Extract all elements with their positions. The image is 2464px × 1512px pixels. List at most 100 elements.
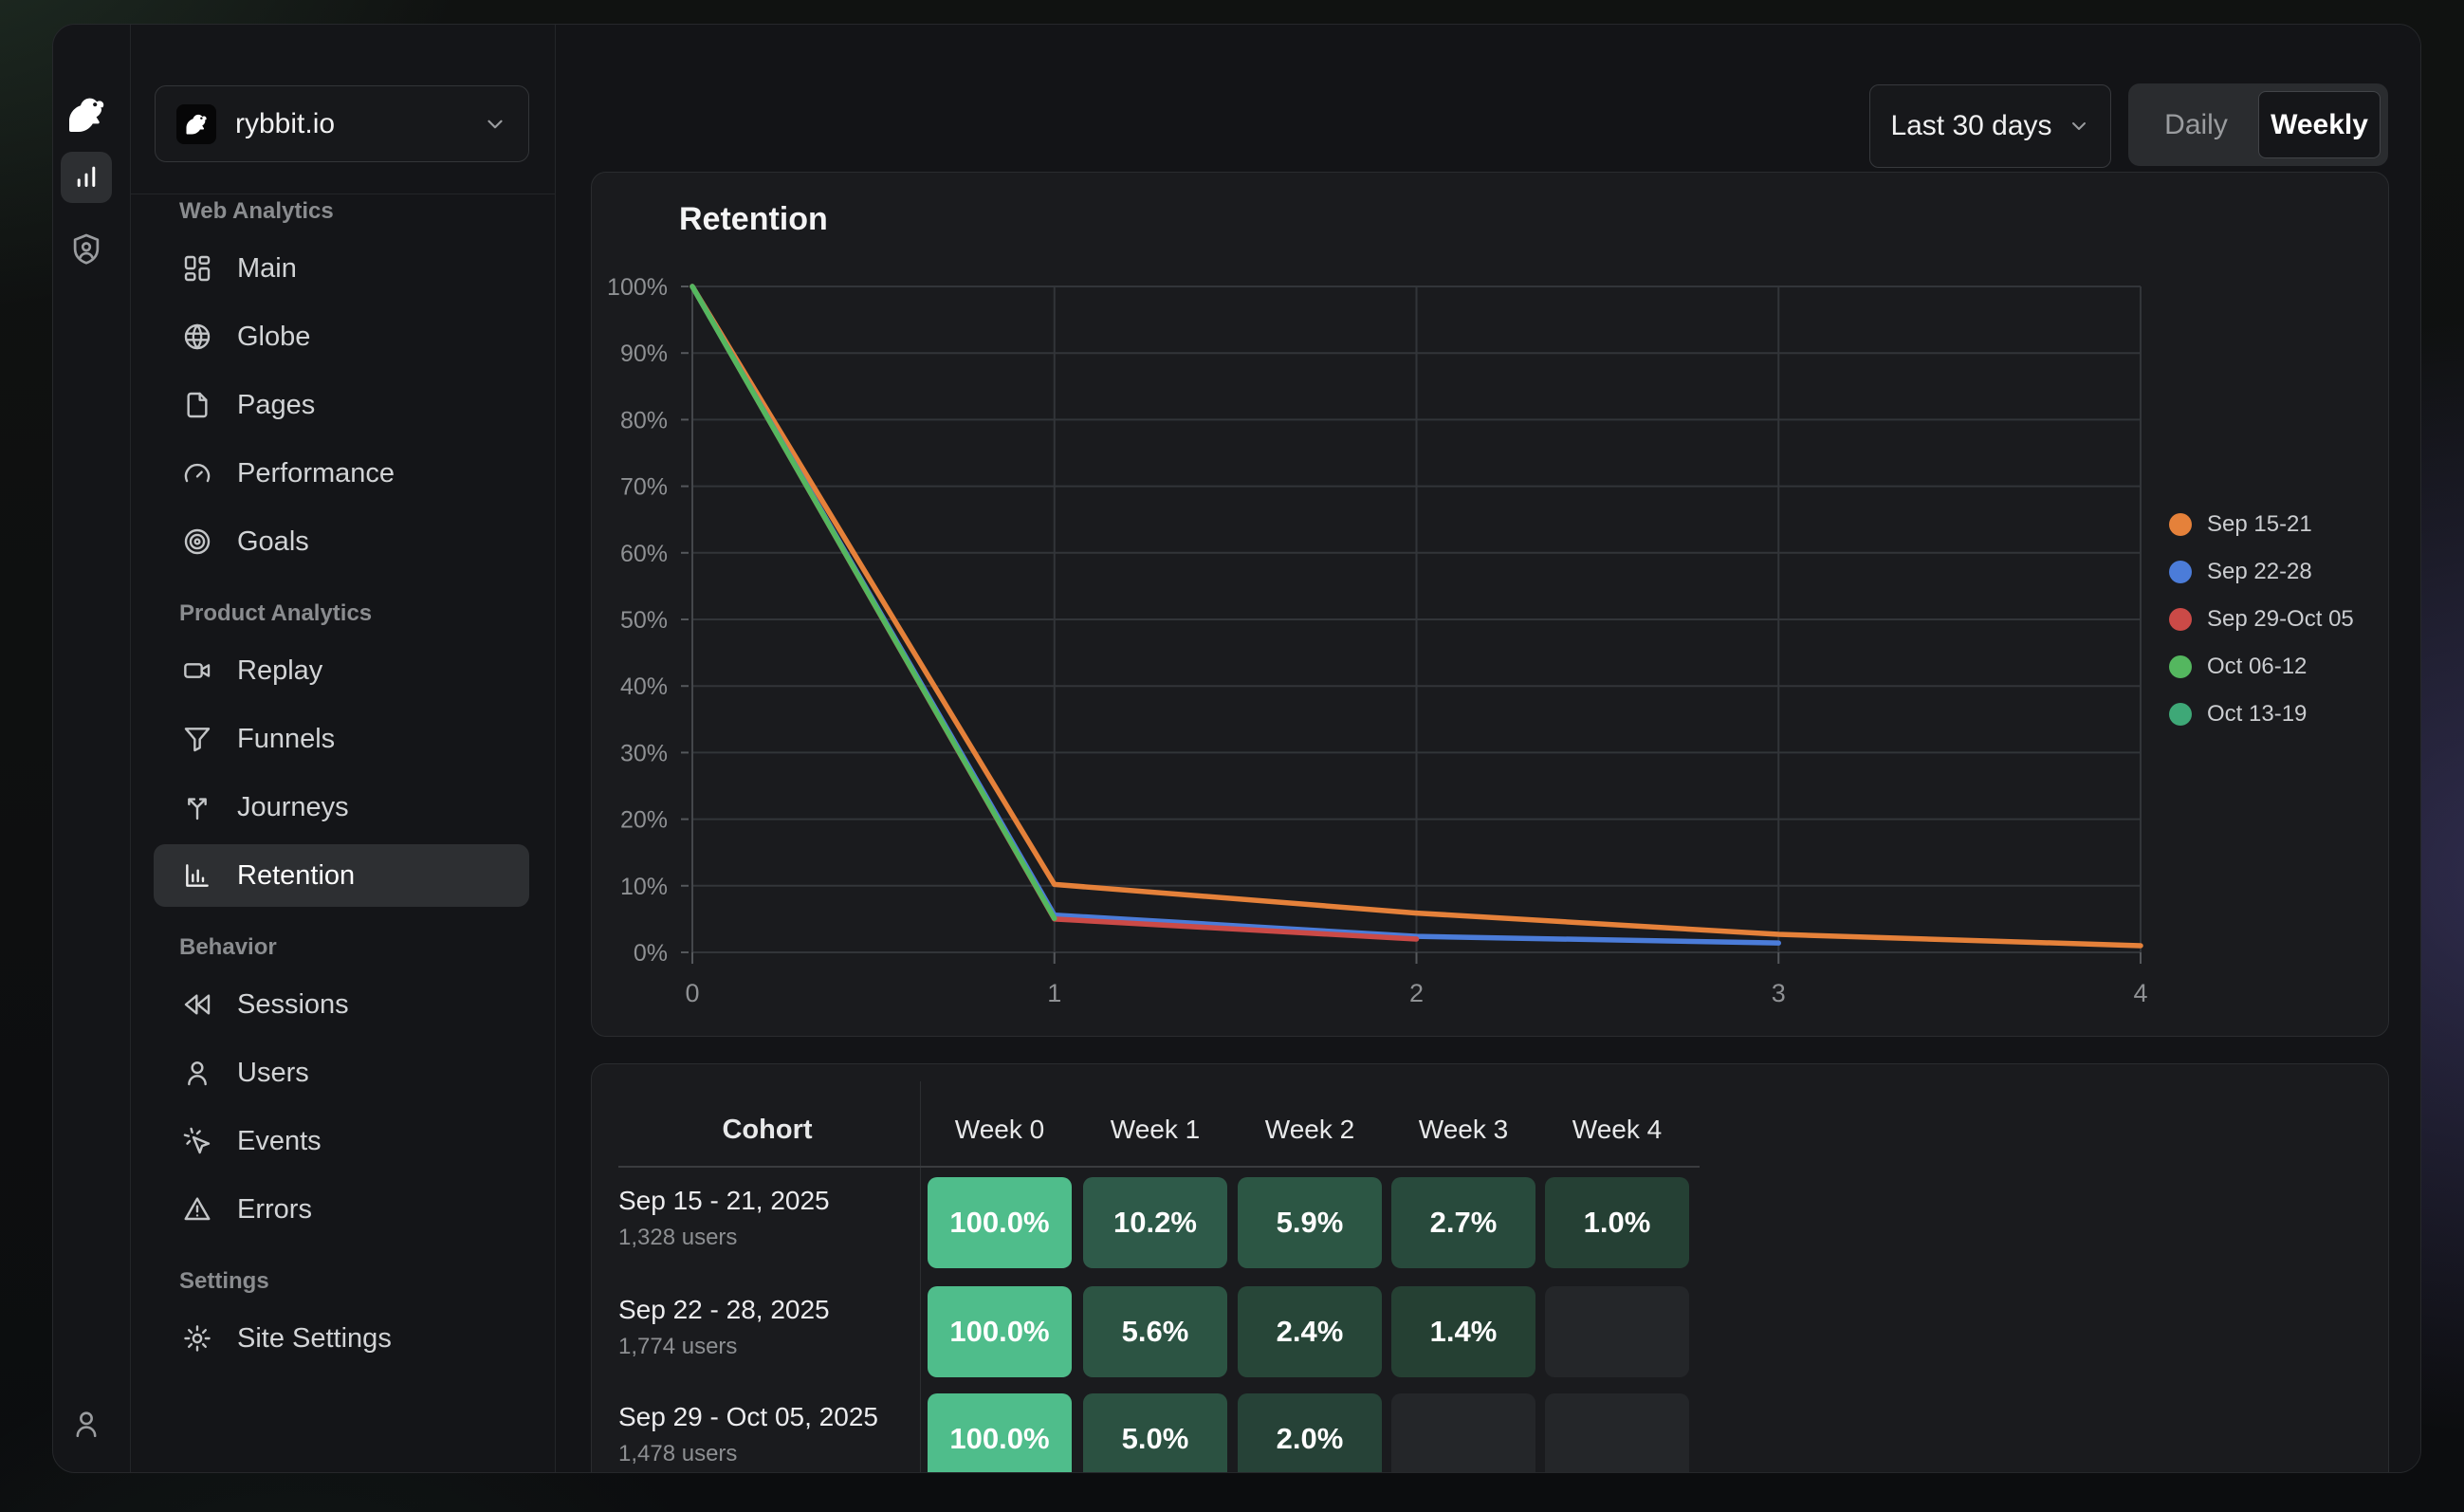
svg-text:100%: 100% <box>607 274 668 301</box>
svg-text:50%: 50% <box>620 607 668 634</box>
svg-text:4: 4 <box>2133 979 2147 1007</box>
sidebar-item-main[interactable]: Main <box>154 237 529 300</box>
legend-color-dot <box>2169 608 2192 631</box>
nav-section-label: Web Analytics <box>179 198 334 224</box>
sidebar-item-site-settings[interactable]: Site Settings <box>154 1307 529 1370</box>
chevron-down-icon <box>483 112 507 137</box>
nav-section-label: Behavior <box>179 934 277 960</box>
retention-value: 1.4% <box>1429 1315 1498 1348</box>
user-icon <box>76 1411 97 1438</box>
sidebar-item-replay[interactable]: Replay <box>154 639 529 702</box>
svg-text:70%: 70% <box>620 474 668 501</box>
globe-icon <box>182 322 212 352</box>
retention-cell <box>1545 1393 1689 1472</box>
retention-value: 5.0% <box>1121 1422 1189 1455</box>
app-logo[interactable] <box>64 92 109 138</box>
sidebar-item-pages[interactable]: Pages <box>154 374 529 436</box>
nav-section-label: Product Analytics <box>179 600 373 626</box>
date-range-label: Last 30 days <box>1890 110 2052 141</box>
retention-cell: 10.2% <box>1083 1177 1227 1268</box>
retention-value: 100.0% <box>949 1422 1050 1455</box>
dashboard-icon <box>182 253 212 284</box>
sidebar-item-errors[interactable]: Errors <box>154 1178 529 1241</box>
sidebar-item-label: Replay <box>237 655 323 686</box>
legend-item: Oct 06-12 <box>2166 643 2354 691</box>
sidebar-item-retention[interactable]: Retention <box>154 844 529 907</box>
sidebar-item-journeys[interactable]: Journeys <box>154 776 529 839</box>
retention-cell: 100.0% <box>928 1286 1072 1377</box>
svg-text:90%: 90% <box>620 341 668 367</box>
gear-icon <box>182 1323 212 1354</box>
sidebar-item-events[interactable]: Events <box>154 1110 529 1172</box>
sidebar-item-funnels[interactable]: Funnels <box>154 708 529 770</box>
table-header-week: Week 1 <box>1110 1115 1201 1144</box>
svg-text:0%: 0% <box>634 940 668 967</box>
sidebar-item-label: Globe <box>237 321 311 352</box>
legend-color-dot <box>2169 513 2192 536</box>
sidebar-item-label: Pages <box>237 389 316 420</box>
retention-cell: 100.0% <box>928 1393 1072 1472</box>
cohort-row-label: Sep 15 - 21, 2025 1,328 users <box>618 1186 912 1251</box>
rail-admin-button[interactable] <box>61 224 112 275</box>
sidebar-item-users[interactable]: Users <box>154 1042 529 1104</box>
retention-value: 100.0% <box>949 1315 1050 1348</box>
retention-value: 2.7% <box>1429 1206 1498 1239</box>
workspace-selector[interactable]: rybbit.io <box>155 85 529 162</box>
retention-value: 5.9% <box>1276 1206 1344 1239</box>
user-icon <box>182 1058 212 1088</box>
svg-text:40%: 40% <box>620 673 668 700</box>
cohort-row-label: Sep 29 - Oct 05, 2025 1,478 users <box>618 1402 912 1467</box>
cohort-users: 1,774 users <box>618 1334 738 1359</box>
sidebar-item-label: Sessions <box>237 988 349 1020</box>
retention-cell: 2.7% <box>1391 1177 1535 1268</box>
sidebar-item-globe[interactable]: Globe <box>154 305 529 368</box>
rewind-icon <box>182 989 212 1020</box>
retention-cell: 5.0% <box>1083 1393 1227 1472</box>
table-divider <box>920 1081 921 1472</box>
workspace-name: rybbit.io <box>235 107 336 139</box>
sidebar: rybbit.io Web Analytics Main Globe Pages Per… <box>131 25 556 1472</box>
rail-profile-button[interactable] <box>64 1402 108 1446</box>
retention-cell: 1.4% <box>1391 1286 1535 1377</box>
funnel-icon <box>182 724 212 754</box>
retention-cell: 100.0% <box>928 1177 1072 1268</box>
cohort-table-card: Cohort Week 0 Week 1 Week 2 Week 3 Week 4 Sep … <box>591 1063 2389 1472</box>
svg-text:2: 2 <box>1409 979 1424 1007</box>
gauge-icon <box>182 458 212 489</box>
file-icon <box>182 390 212 420</box>
sidebar-item-label: Funnels <box>237 723 336 754</box>
cohort-range: Sep 15 - 21, 2025 <box>618 1186 830 1215</box>
bar-chart-icon <box>77 166 96 187</box>
cohort-row-label: Sep 22 - 28, 2025 1,774 users <box>618 1295 912 1360</box>
cohort-users: 1,478 users <box>618 1441 738 1466</box>
sidebar-item-label: Goals <box>237 526 309 557</box>
chart-title: Retention <box>679 201 828 237</box>
sidebar-item-label: Events <box>237 1125 322 1156</box>
svg-text:60%: 60% <box>620 541 668 567</box>
rail-analytics-button[interactable] <box>61 152 112 203</box>
date-range-button[interactable]: Last 30 days <box>1869 84 2111 168</box>
sidebar-item-sessions[interactable]: Sessions <box>154 973 529 1036</box>
svg-text:30%: 30% <box>620 740 668 766</box>
legend-color-dot <box>2169 655 2192 678</box>
granularity-weekly-button[interactable]: Weekly <box>2258 91 2381 158</box>
retention-cell <box>1545 1286 1689 1377</box>
svg-text:20%: 20% <box>620 807 668 834</box>
sidebar-item-goals[interactable]: Goals <box>154 510 529 573</box>
retention-value: 2.4% <box>1276 1315 1344 1348</box>
icon-rail <box>53 25 131 1472</box>
retention-cell: 1.0% <box>1545 1177 1689 1268</box>
legend-label: Oct 13-19 <box>2207 701 2308 727</box>
sidebar-item-performance[interactable]: Performance <box>154 442 529 505</box>
svg-text:80%: 80% <box>620 407 668 433</box>
sidebar-item-label: Retention <box>237 859 356 891</box>
main-content: Last 30 days Daily Weekly Retention 0% 10… <box>556 25 2420 1472</box>
granularity-toggle: Daily Weekly <box>2128 83 2388 166</box>
svg-text:0: 0 <box>685 979 699 1007</box>
retention-value: 5.6% <box>1121 1315 1189 1348</box>
legend-color-dot <box>2169 703 2192 726</box>
granularity-daily-button[interactable]: Daily <box>2136 91 2256 158</box>
split-icon <box>182 792 212 822</box>
retention-cell: 2.0% <box>1238 1393 1382 1472</box>
legend-color-dot <box>2169 561 2192 583</box>
